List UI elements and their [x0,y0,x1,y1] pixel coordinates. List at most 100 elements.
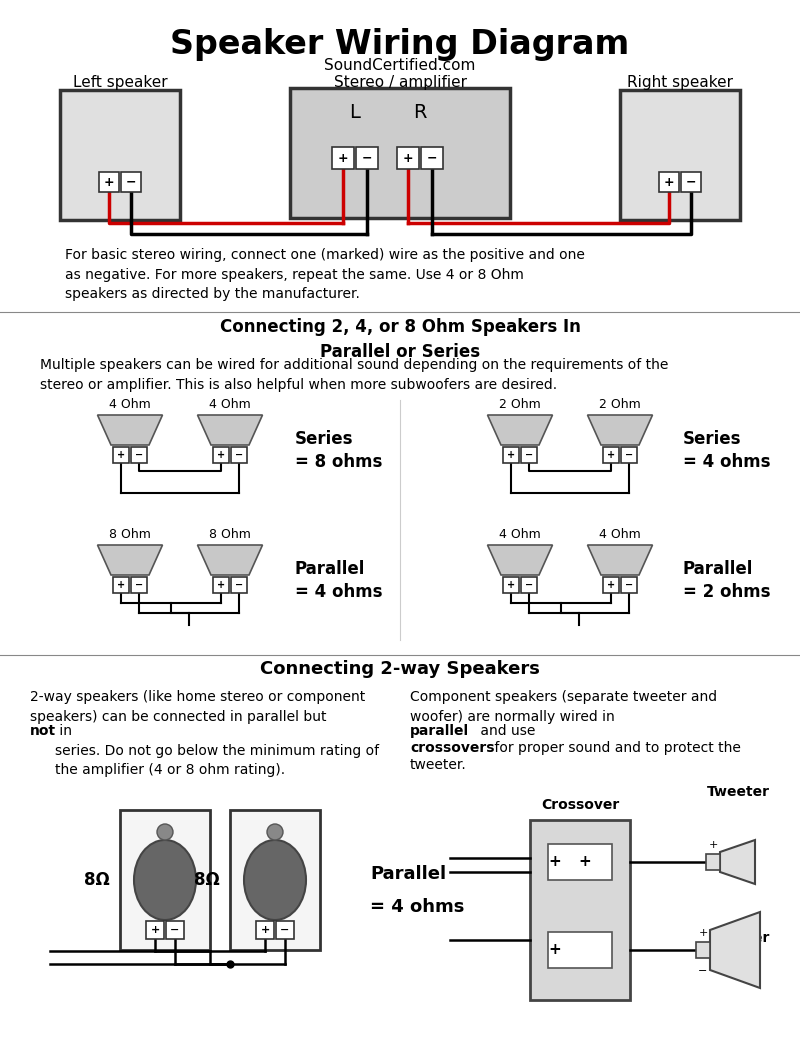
Polygon shape [98,545,162,576]
Bar [256,921,274,939]
Bar [213,447,229,463]
Text: crossovers: crossovers [410,741,494,755]
Polygon shape [587,545,653,576]
Text: = 2 ohms: = 2 ohms [683,583,770,601]
Bar [521,447,537,463]
Bar [120,810,210,950]
Text: 2 Ohm: 2 Ohm [599,398,641,411]
Text: Crossover: Crossover [541,798,619,812]
Text: +: + [698,928,708,938]
Bar [621,447,637,463]
Text: Parallel: Parallel [370,865,446,883]
Polygon shape [487,545,553,576]
Text: 2-way speakers (like home stereo or component
speakers) can be connected in para: 2-way speakers (like home stereo or comp… [30,690,366,723]
Text: −: − [525,450,533,460]
Bar [113,577,129,593]
Text: not: not [30,724,56,738]
Text: = 4 ohms: = 4 ohms [683,453,770,471]
Bar [681,172,701,192]
Text: Left speaker: Left speaker [73,75,167,90]
Bar [706,854,720,870]
Bar [131,577,147,593]
Text: 4 Ohm: 4 Ohm [209,398,251,411]
Bar [231,447,247,463]
Text: Right speaker: Right speaker [627,75,733,90]
Text: +: + [217,450,225,460]
Text: +: + [549,854,562,869]
Text: and use: and use [476,724,535,738]
Text: +: + [607,450,615,460]
Text: Parallel: Parallel [683,560,754,578]
Polygon shape [198,545,262,576]
Bar [521,577,537,593]
Text: +: + [549,943,562,958]
Bar [530,821,630,1000]
Bar [659,172,679,192]
Text: Series: Series [295,430,354,448]
Text: Parallel: Parallel [295,560,366,578]
Bar [503,447,519,463]
Bar [548,932,612,968]
Bar [213,577,229,593]
Bar [166,921,184,939]
Bar [421,147,443,169]
Text: 8Ω: 8Ω [84,871,110,889]
Ellipse shape [134,840,196,920]
Bar [131,447,147,463]
Text: −: − [135,580,143,590]
Text: 8Ω: 8Ω [194,871,220,889]
Text: +: + [117,450,125,460]
Text: +: + [260,925,270,935]
Text: −: − [625,450,633,460]
Text: For basic stereo wiring, connect one (marked) wire as the positive and one
as ne: For basic stereo wiring, connect one (ma… [65,248,585,301]
Text: −: − [126,175,136,189]
Polygon shape [587,415,653,445]
Bar [503,577,519,593]
Bar [603,577,619,593]
Bar [230,810,320,950]
Text: = 4 ohms: = 4 ohms [370,898,464,916]
Text: Connecting 2, 4, or 8 Ohm Speakers In
Parallel or Series: Connecting 2, 4, or 8 Ohm Speakers In Pa… [219,318,581,361]
Text: +: + [507,450,515,460]
Bar [60,90,180,220]
Polygon shape [198,415,262,445]
Text: Tweeter: Tweeter [707,785,770,799]
Bar [332,147,354,169]
Text: Series: Series [683,430,742,448]
Text: +: + [507,580,515,590]
Bar [356,147,378,169]
Bar [397,147,419,169]
Text: L: L [350,103,361,122]
Polygon shape [710,912,760,988]
Text: +: + [104,175,114,189]
Text: Speaker Wiring Diagram: Speaker Wiring Diagram [170,29,630,61]
Text: +: + [607,580,615,590]
Bar [696,942,710,958]
Bar [620,90,740,220]
Text: +: + [338,151,348,165]
Text: 4 Ohm: 4 Ohm [109,398,151,411]
Polygon shape [98,415,162,445]
Text: 8 Ohm: 8 Ohm [209,528,251,541]
Text: +: + [664,175,674,189]
Ellipse shape [244,840,306,920]
Text: in
series. Do not go below the minimum rating of
the amplifier (4 or 8 ohm ratin: in series. Do not go below the minimum r… [55,724,379,777]
Bar [603,447,619,463]
Text: +: + [708,840,718,850]
Text: for proper sound and to protect the: for proper sound and to protect the [490,741,741,755]
Bar [621,577,637,593]
Text: −: − [426,151,438,165]
Polygon shape [487,415,553,445]
Text: −: − [362,151,372,165]
Text: SoundCertified.com: SoundCertified.com [324,58,476,73]
Bar [99,172,119,192]
Text: Multiple speakers can be wired for additional sound depending on the requirement: Multiple speakers can be wired for addit… [40,358,668,392]
Bar [290,88,510,218]
Bar [146,921,164,939]
Text: −: − [686,175,696,189]
Text: −: − [235,450,243,460]
Bar [113,447,129,463]
Text: −: − [698,966,708,976]
Polygon shape [720,840,755,884]
Circle shape [157,824,173,840]
